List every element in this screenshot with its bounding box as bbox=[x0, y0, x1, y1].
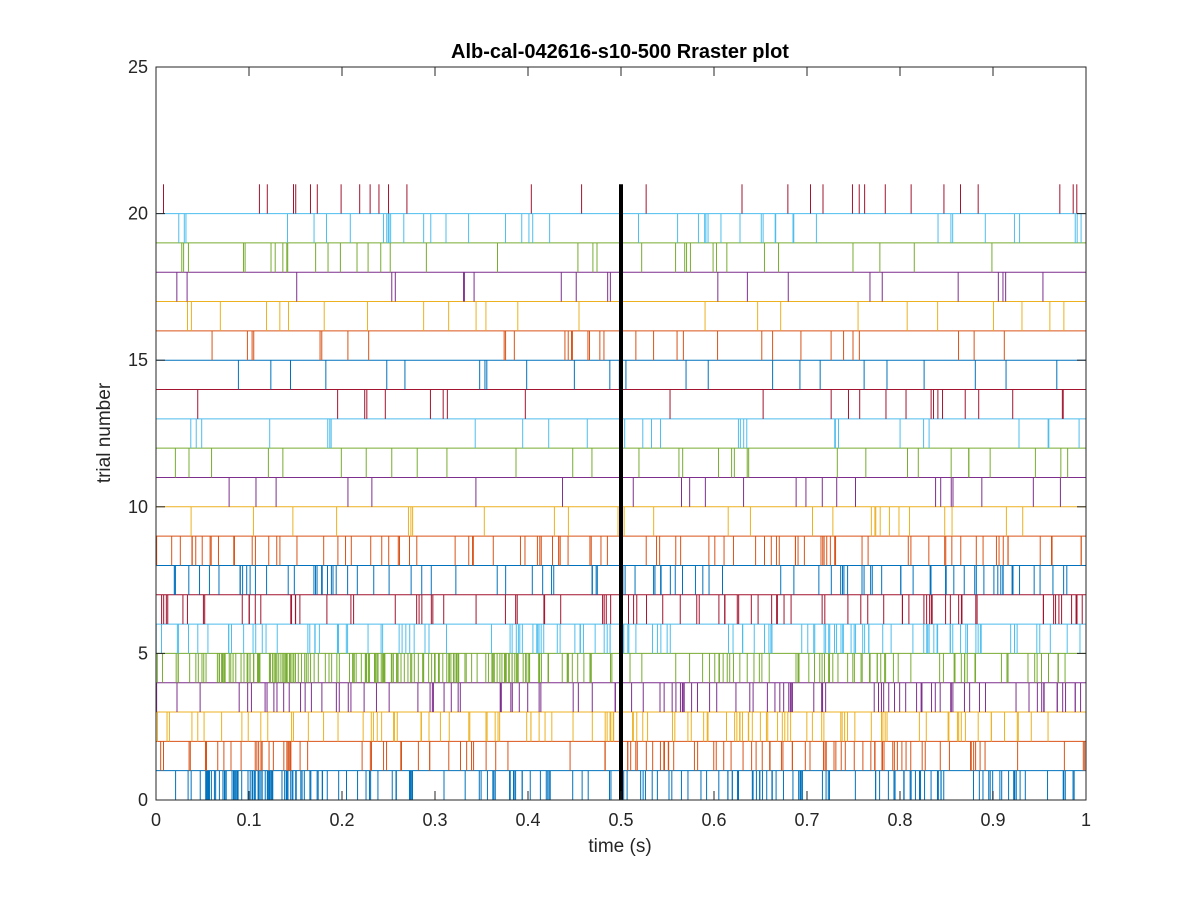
y-tick-label: 20 bbox=[128, 204, 148, 224]
trial-7 bbox=[156, 594, 1086, 625]
y-tick-label: 15 bbox=[128, 350, 148, 370]
y-axis-label: trial number bbox=[94, 382, 115, 483]
trial-1 bbox=[156, 770, 1086, 800]
y-tick-label: 0 bbox=[138, 790, 148, 810]
x-tick-label: 0.6 bbox=[701, 810, 726, 830]
trial-21 bbox=[163, 184, 1078, 214]
x-tick-label: 0.7 bbox=[794, 810, 819, 830]
raster-layer bbox=[155, 184, 1086, 800]
x-tick-label: 0.4 bbox=[515, 810, 540, 830]
y-tick-label: 25 bbox=[128, 57, 148, 77]
y-tick-label: 10 bbox=[128, 497, 148, 517]
x-axis-label: time (s) bbox=[588, 836, 651, 857]
x-tick-label: 0.1 bbox=[236, 810, 261, 830]
x-tick-label: 1 bbox=[1081, 810, 1091, 830]
chart-title: Alb-cal-042616-s10-500 Rraster plot bbox=[451, 41, 789, 63]
y-tick-label: 5 bbox=[138, 643, 148, 663]
x-tick-label: 0.9 bbox=[980, 810, 1005, 830]
x-axis: 0 0.1 0.2 0.3 0.4 0.5 0.6 0.7 0.8 0.9 1 bbox=[151, 67, 1091, 830]
trial-2 bbox=[156, 740, 1086, 771]
x-tick-label: 0.3 bbox=[422, 810, 447, 830]
x-tick-label: 0 bbox=[151, 810, 161, 830]
y-axis: 0 5 10 15 20 25 bbox=[128, 57, 1086, 810]
x-tick-label: 0.8 bbox=[887, 810, 912, 830]
trial-8 bbox=[156, 564, 1086, 595]
x-tick-label: 0.5 bbox=[608, 810, 633, 830]
x-tick-label: 0.2 bbox=[329, 810, 354, 830]
trial-9 bbox=[156, 535, 1086, 566]
